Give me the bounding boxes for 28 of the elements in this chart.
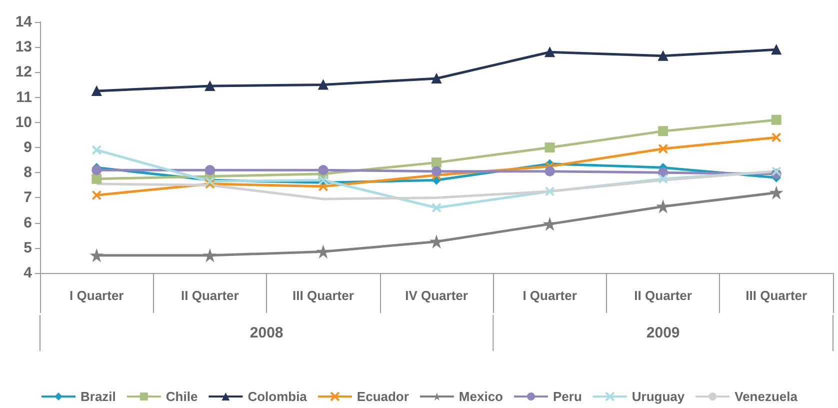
y-tick-label: 12 bbox=[15, 64, 32, 81]
legend-label: Brazil bbox=[80, 389, 116, 404]
legend-label: Uruguay bbox=[632, 389, 686, 404]
y-tick-label: 9 bbox=[24, 139, 32, 156]
y-tick-label: 13 bbox=[15, 38, 32, 56]
x-tick-label: IV Quarter bbox=[405, 288, 468, 303]
x-tick-label: I Quarter bbox=[522, 288, 577, 303]
x-tick-label: III Quarter bbox=[292, 288, 354, 303]
y-tick-label: 7 bbox=[24, 189, 32, 206]
legend-label: Ecuador bbox=[356, 389, 409, 404]
y-tick-label: 6 bbox=[24, 214, 32, 232]
legend-label: Peru bbox=[552, 389, 582, 404]
legend-label: Colombia bbox=[248, 389, 308, 404]
y-tick-label: 8 bbox=[24, 164, 32, 182]
legend-label: Venezuela bbox=[734, 389, 798, 404]
y-tick-label: 11 bbox=[16, 88, 32, 106]
y-tick-label: 10 bbox=[15, 114, 32, 131]
text: 2008 bbox=[250, 324, 284, 342]
y-tick-label: 14 bbox=[15, 14, 33, 30]
y-tick-label: 4 bbox=[24, 264, 33, 282]
legend-label: Chile bbox=[166, 389, 198, 404]
legend-label: Mexico bbox=[458, 389, 504, 404]
x-tick-label: II Quarter bbox=[634, 288, 692, 303]
x-tick-label: III Quarter bbox=[746, 288, 808, 303]
x-tick-label: II Quarter bbox=[181, 288, 239, 303]
text: 2009 bbox=[646, 324, 680, 342]
x-tick-label: I Quarter bbox=[70, 288, 124, 303]
y-tick-label: 5 bbox=[24, 239, 32, 256]
